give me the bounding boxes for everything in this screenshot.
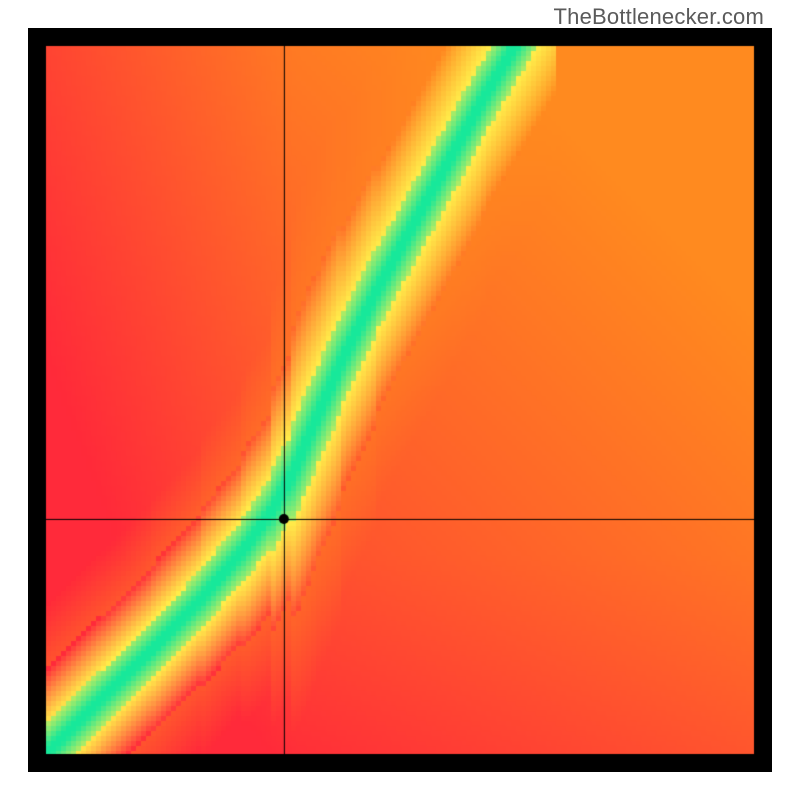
- page-root: TheBottlenecker.com #ff2a3a #ff8a1f #ffe…: [0, 0, 800, 800]
- plot-frame: [28, 28, 772, 772]
- watermark-text: TheBottlenecker.com: [554, 4, 764, 30]
- bottleneck-heatmap: [28, 28, 772, 772]
